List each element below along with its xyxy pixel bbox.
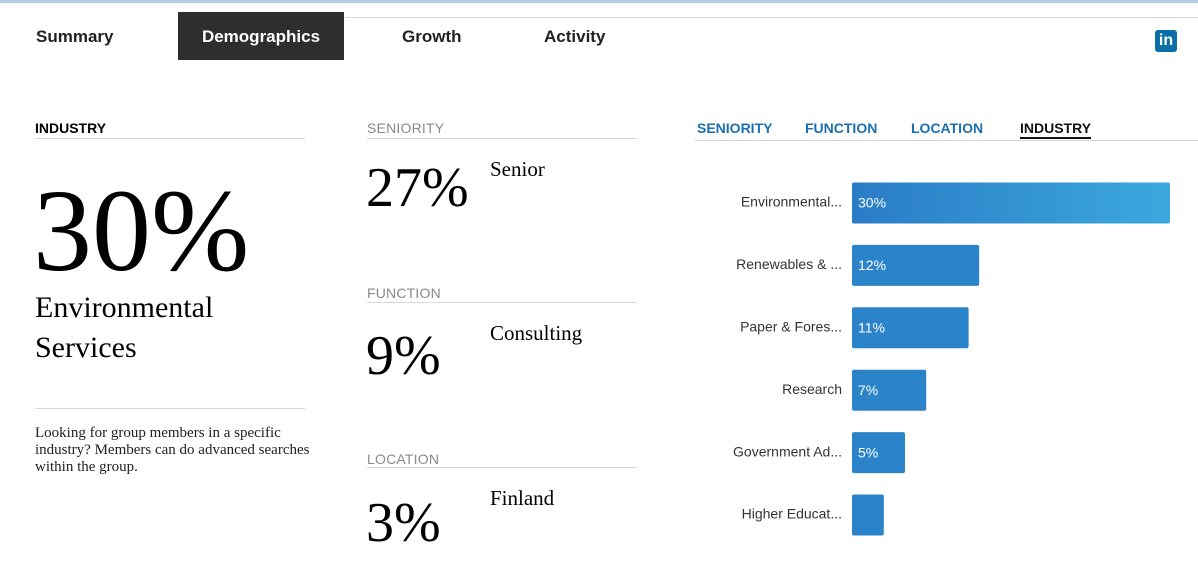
category-label: Higher Educat... — [742, 506, 842, 522]
bar — [852, 432, 905, 474]
big-percent: 30% — [33, 165, 250, 296]
linkedin-icon[interactable]: in — [1155, 30, 1177, 52]
value-label: 11% — [858, 320, 885, 336]
category-label: Paper & Fores... — [740, 319, 842, 335]
top-border — [0, 0, 1198, 3]
chart-tab[interactable]: SENIORITY — [697, 120, 773, 136]
section-heading: FUNCTION — [367, 285, 441, 301]
stat-label: Finland — [490, 486, 555, 510]
section-heading: INDUSTRY — [35, 120, 107, 136]
rule — [367, 302, 637, 303]
value-label: 30% — [858, 195, 886, 211]
industry-name: Environmental Services — [35, 291, 214, 364]
rule — [695, 140, 1198, 141]
value-label: 7% — [858, 382, 878, 398]
tab-line — [345, 17, 1198, 18]
description: Looking for group members in a specific … — [35, 425, 310, 475]
category-label: Renewables & ... — [736, 256, 842, 272]
bar — [852, 369, 927, 411]
chart-tab[interactable]: FUNCTION — [805, 120, 878, 136]
category-label: Research — [782, 381, 842, 397]
rule — [367, 467, 637, 468]
value-label: 5% — [858, 444, 878, 460]
tab[interactable]: Summary — [36, 27, 114, 46]
chart-tab-active[interactable]: INDUSTRY — [1020, 120, 1092, 139]
bar — [852, 494, 884, 536]
rule — [35, 408, 305, 409]
rule — [35, 138, 305, 139]
tab-active[interactable]: Demographics — [178, 12, 344, 60]
stat-percent: 9% — [366, 325, 441, 387]
section-heading: LOCATION — [367, 451, 440, 467]
chart-tab[interactable]: LOCATION — [911, 120, 984, 136]
stat-label: Consulting — [490, 321, 583, 345]
bar — [852, 307, 969, 349]
value-label: 12% — [858, 257, 886, 273]
stat-percent: 27% — [366, 157, 469, 219]
category-label: Environmental... — [741, 194, 842, 210]
section-heading: SENIORITY — [367, 120, 445, 136]
category-label: Government Ad... — [733, 443, 842, 459]
stat-percent: 3% — [366, 492, 441, 554]
stat-label: Senior — [490, 157, 545, 181]
bar — [852, 244, 980, 286]
rule — [367, 138, 637, 139]
tab[interactable]: Growth — [402, 27, 462, 46]
tab[interactable]: Activity — [544, 27, 606, 46]
bar — [852, 182, 1170, 224]
